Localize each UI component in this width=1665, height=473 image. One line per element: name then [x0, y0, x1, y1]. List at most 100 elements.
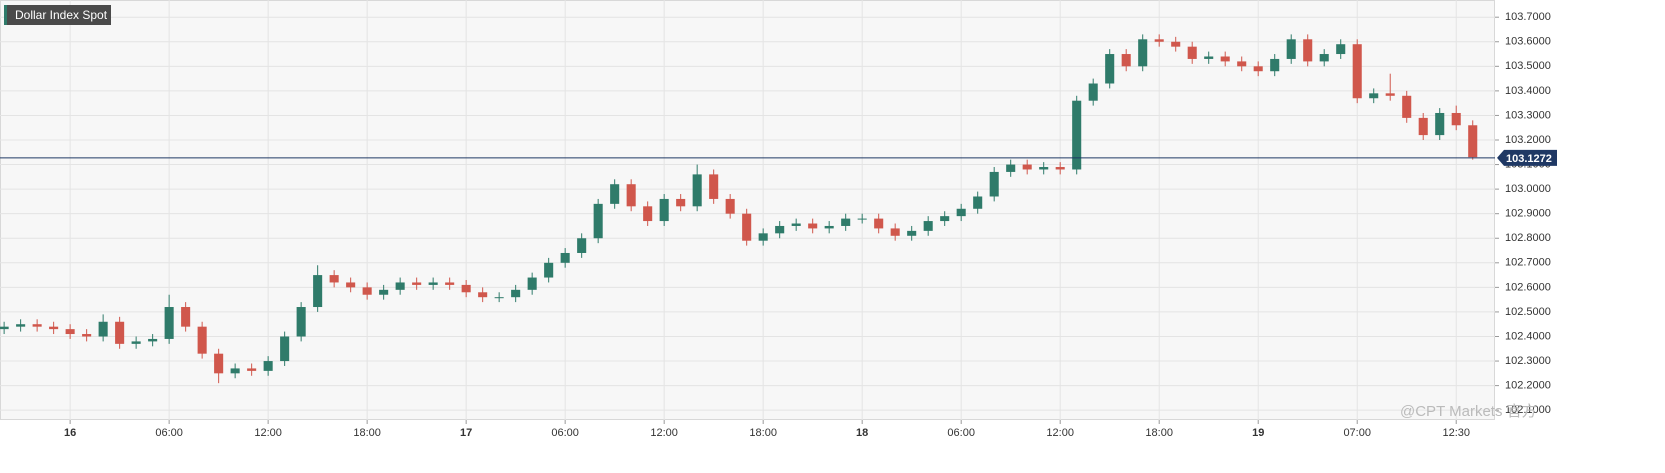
candle-body: [923, 221, 933, 231]
candle-body: [1468, 125, 1478, 158]
candle-body: [1006, 164, 1016, 172]
y-tick-label: 102.6000: [1505, 281, 1551, 293]
candle-body: [1105, 54, 1115, 84]
candle-body: [428, 282, 438, 285]
candle-body: [577, 238, 587, 253]
candle-body: [197, 326, 207, 354]
candle-body: [1220, 56, 1230, 62]
x-tick-label: 07:00: [1343, 427, 1371, 439]
candle-body: [1039, 167, 1049, 170]
plot-area: [0, 0, 1495, 420]
candle-body: [1352, 44, 1362, 99]
y-tick-label: 103.7000: [1505, 11, 1551, 23]
candle-body: [1187, 46, 1197, 59]
y-tick-label: 103.4000: [1505, 85, 1551, 97]
candle-body: [907, 230, 917, 236]
x-tick-label: 06:00: [155, 427, 183, 439]
candle-body: [49, 326, 59, 330]
x-tick-label: 12:00: [1046, 427, 1074, 439]
x-tick-label: 18:00: [749, 427, 777, 439]
candle-body: [461, 284, 471, 293]
candle-body: [1171, 41, 1181, 47]
candle-body: [1121, 54, 1131, 67]
candle-body: [593, 203, 603, 239]
candle-body: [98, 321, 108, 337]
candle-body: [973, 196, 983, 209]
watermark: @CPT Markets 官方: [1400, 403, 1537, 420]
x-tick-label: 18:00: [353, 427, 381, 439]
y-tick-label: 102.7000: [1505, 257, 1551, 269]
candle-body: [874, 218, 884, 229]
candle-body: [808, 223, 818, 229]
candle-body: [775, 225, 785, 234]
candle-body: [1204, 56, 1214, 59]
candle-body: [626, 184, 636, 207]
candle-body: [940, 216, 950, 222]
candle-body: [1154, 39, 1164, 42]
candle-body: [1237, 61, 1247, 67]
candle-body: [791, 223, 801, 226]
candle-body: [511, 289, 521, 298]
candle-body: [1253, 66, 1263, 72]
x-tick-label: 06:00: [947, 427, 975, 439]
candle-body: [1303, 39, 1313, 62]
x-tick-label: 18:00: [1145, 427, 1173, 439]
candle-body: [527, 277, 537, 290]
candle-body: [659, 198, 669, 222]
candles: [0, 34, 1478, 384]
candle-body: [824, 225, 834, 229]
x-tick-label: 12:30: [1442, 427, 1470, 439]
candle-body: [857, 218, 867, 220]
x-tick-label: 06:00: [551, 427, 579, 439]
candle-body: [115, 321, 125, 344]
candle-body: [148, 338, 158, 342]
candle-body: [65, 329, 75, 335]
y-tick-label: 102.2000: [1505, 380, 1551, 392]
candle-body: [181, 307, 191, 327]
y-tick-label: 102.5000: [1505, 306, 1551, 318]
candle-body: [989, 171, 999, 197]
y-tick-label: 103.3000: [1505, 109, 1551, 121]
candle-body: [1072, 100, 1082, 170]
chart-title: Dollar Index Spot: [15, 8, 108, 22]
candle-body: [32, 324, 42, 327]
current-price-label: 103.1272: [1506, 153, 1552, 165]
candle-body: [445, 282, 455, 285]
candle-body: [692, 174, 702, 207]
candle-body: [725, 198, 735, 214]
candle-body: [1022, 164, 1032, 170]
title-accent: [4, 5, 7, 25]
x-tick-label: 18: [856, 427, 868, 439]
candle-body: [296, 307, 306, 337]
candle-body: [379, 289, 389, 295]
candle-body: [230, 368, 240, 374]
candle-body: [280, 336, 290, 362]
candle-body: [1451, 112, 1461, 126]
candle-body: [890, 228, 900, 236]
candle-body: [214, 353, 224, 374]
current-price-tag: [1497, 149, 1557, 166]
candle-body: [346, 282, 356, 288]
y-tick-label: 102.9000: [1505, 208, 1551, 220]
candle-body: [841, 218, 851, 226]
candle-body: [263, 361, 273, 371]
candle-body: [676, 198, 686, 207]
candle-body: [164, 307, 174, 339]
candle-body: [131, 341, 141, 344]
y-tick-label: 103.6000: [1505, 36, 1551, 48]
candle-body: [742, 213, 752, 241]
y-tick-label: 103.0000: [1505, 183, 1551, 195]
y-tick-label: 102.4000: [1505, 330, 1551, 342]
y-tick-label: 102.1000: [1505, 404, 1551, 416]
candle-body: [362, 287, 372, 295]
candle-body: [1418, 117, 1428, 136]
candle-body: [1336, 44, 1346, 55]
candle-body: [544, 262, 554, 278]
candle-body: [82, 334, 92, 337]
candle-body: [709, 174, 719, 199]
y-tick-label: 102.8000: [1505, 232, 1551, 244]
candle-body: [412, 282, 422, 285]
x-tick-label: 12:00: [254, 427, 282, 439]
candle-body: [1270, 58, 1280, 72]
